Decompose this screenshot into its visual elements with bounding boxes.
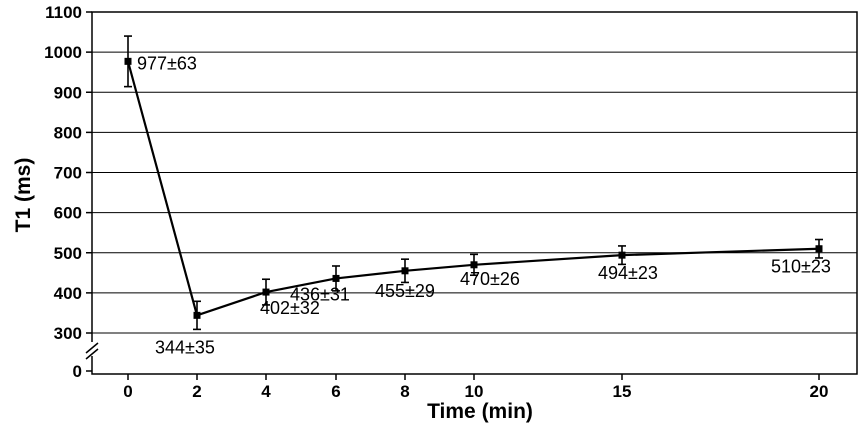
data-point (124, 57, 132, 65)
x-tick-label: 4 (261, 382, 271, 401)
data-label: 470±26 (460, 269, 520, 289)
y-tick-label: 700 (54, 164, 82, 183)
x-tick-label: 10 (465, 382, 484, 401)
data-point (470, 261, 478, 269)
y-tick-label: 1000 (44, 43, 82, 62)
data-label: 402±32 (260, 298, 320, 318)
axis-break (84, 342, 100, 360)
x-tick-label: 20 (810, 382, 829, 401)
x-axis-ticks: 0 2 4 6 8 10 15 20 (123, 374, 828, 401)
x-tick-label: 8 (400, 382, 409, 401)
data-label: 510±23 (771, 257, 831, 277)
data-point (193, 311, 201, 319)
axis-break-mark (85, 342, 99, 354)
x-tick-label: 15 (613, 382, 632, 401)
data-label: 977±63 (137, 53, 197, 73)
data-point (815, 245, 823, 253)
data-point (618, 251, 626, 259)
x-tick-label: 0 (123, 382, 132, 401)
series-line-group (126, 61, 820, 317)
y-tick-label: 900 (54, 83, 82, 102)
data-label: 494±23 (598, 263, 658, 283)
y-tick-label: 800 (54, 123, 82, 142)
data-label: 344±35 (155, 337, 215, 357)
y-tick-label: 400 (54, 284, 82, 303)
axis-break-mark (85, 348, 99, 360)
data-point (262, 288, 270, 296)
data-label: 455±29 (375, 281, 435, 301)
data-label: 436±31 (290, 284, 350, 304)
y-tick-label: 1100 (45, 3, 82, 22)
y-tick-label: 300 (54, 324, 82, 343)
y-axis-title: T1 (ms) (12, 158, 35, 233)
data-markers (124, 57, 823, 319)
data-point (401, 267, 409, 275)
y-tick-label: 0 (73, 362, 82, 381)
x-tick-label: 6 (331, 382, 340, 401)
x-axis-title: Time (min) (427, 400, 533, 423)
plot-area (91, 11, 858, 375)
y-tick-label: 600 (54, 204, 82, 223)
series-line (126, 61, 820, 317)
data-point (332, 274, 340, 282)
y-tick-label: 500 (54, 244, 82, 263)
y-axis-ticks: 0 300 400 500 600 700 800 900 1000 1100 (44, 3, 92, 381)
gridlines (92, 51, 857, 334)
x-tick-label: 2 (192, 382, 201, 401)
